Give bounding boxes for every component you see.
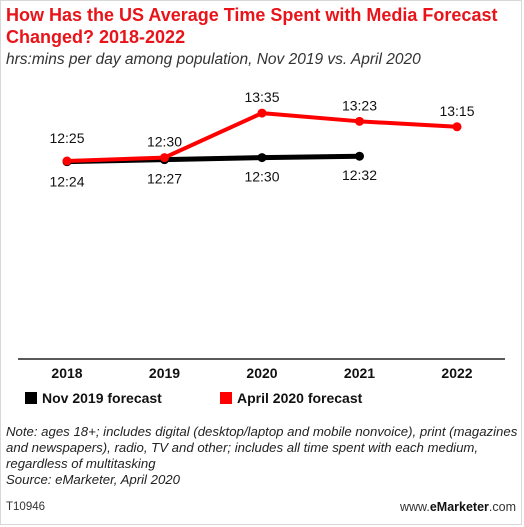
chart-title: How Has the US Average Time Spent with M…	[6, 5, 498, 47]
data-label-april-2020: 12:30	[147, 134, 182, 150]
x-tick-label: 2022	[441, 365, 472, 381]
data-label-april-2020: 13:35	[244, 89, 279, 105]
brand-prefix: www.	[399, 500, 430, 514]
data-label-april-2020: 13:15	[439, 103, 474, 119]
note-text: Note: ages 18+; includes digital (deskto…	[6, 424, 518, 471]
chart-legend: Nov 2019 forecast April 2020 forecast	[0, 390, 524, 410]
x-tick-label: 2019	[149, 365, 180, 381]
legend-item-nov-2019: Nov 2019 forecast	[25, 390, 162, 406]
brand-link[interactable]: www.eMarketer.com	[400, 500, 516, 514]
data-label-nov-2019: 12:32	[342, 167, 377, 183]
chart-subtitle: hrs:mins per day among population, Nov 2…	[6, 51, 421, 68]
data-point-april-2020	[452, 122, 462, 132]
line-chart: 2018 2019 2020 2021 2022 12:24 12:27 12:30 12:32…	[18, 89, 505, 381]
x-tick-label: 2021	[344, 365, 375, 381]
data-label-nov-2019: 12:30	[244, 169, 279, 185]
note-source: Source: eMarketer, April 2020	[6, 472, 180, 487]
chart-id: T10946	[6, 501, 46, 513]
chart-note: Note: ages 18+; includes digital (deskto…	[6, 424, 518, 488]
data-point-april-2020	[160, 153, 169, 163]
data-point-april-2020	[355, 116, 364, 126]
data-point-nov-2019	[257, 153, 267, 163]
data-label-nov-2019: 12:27	[147, 171, 182, 187]
data-point-nov-2019	[355, 151, 364, 161]
brand-name: eMarketer	[429, 500, 489, 514]
legend-item-april-2020: April 2020 forecast	[220, 390, 362, 406]
data-label-april-2020: 13:23	[342, 97, 377, 113]
data-point-april-2020	[257, 108, 267, 118]
legend-label-april-2020: April 2020 forecast	[237, 390, 363, 406]
legend-swatch-april-2020	[220, 392, 232, 404]
legend-label-nov-2019: Nov 2019 forecast	[42, 390, 162, 406]
data-point-april-2020	[62, 156, 72, 166]
x-tick-label: 2018	[51, 365, 82, 381]
data-label-april-2020: 12:25	[49, 130, 84, 146]
x-tick-label: 2020	[246, 365, 277, 381]
data-label-nov-2019: 12:24	[49, 174, 84, 190]
brand-suffix: .com	[488, 500, 516, 514]
legend-swatch-nov-2019	[25, 392, 37, 404]
